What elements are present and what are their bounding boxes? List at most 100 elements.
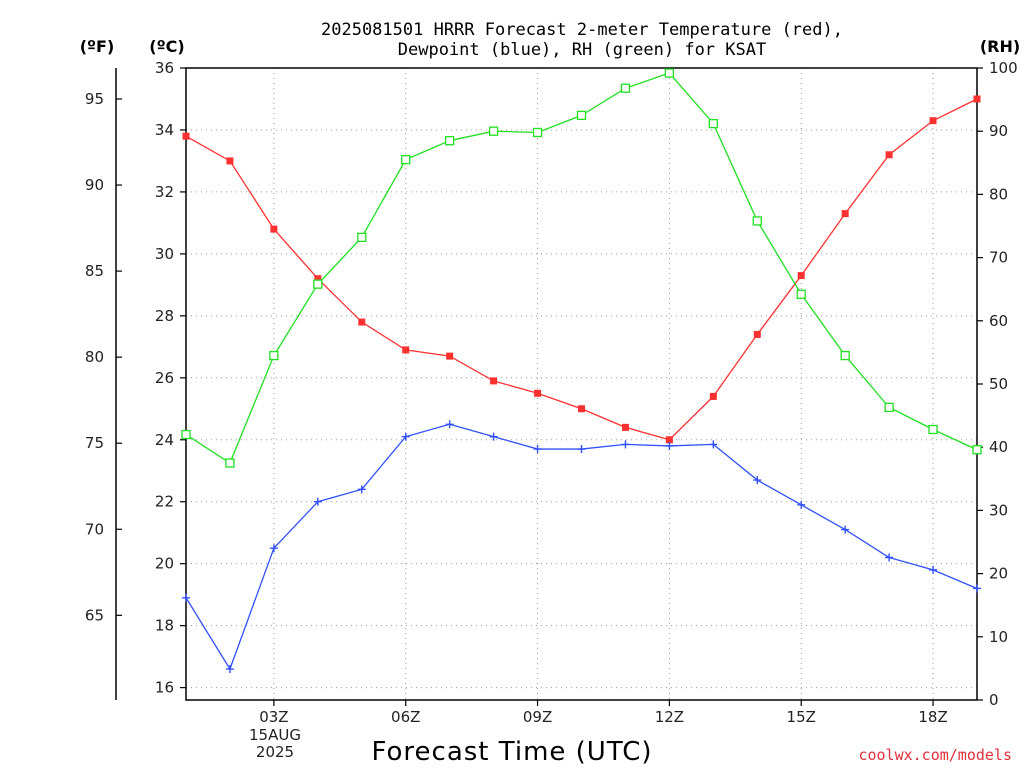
rh-point: [884, 402, 894, 413]
dewpoint-point: [797, 500, 806, 509]
fahrenheit-tick-label: 95: [85, 90, 104, 108]
dewpoint-point: [357, 485, 366, 494]
rh-point: [269, 350, 279, 361]
fahrenheit-tick-label: 70: [85, 520, 104, 538]
celsius-tick-label: 34: [155, 121, 174, 139]
dewpoint-point: [841, 525, 850, 534]
rh-tick-label: 100: [989, 59, 1018, 77]
dewpoint-point: [753, 476, 762, 485]
rh-point: [401, 154, 411, 165]
rh-tick-label: 30: [989, 501, 1008, 519]
celsius-tick-label: 26: [155, 369, 174, 387]
celsius-tick-label: 18: [155, 617, 174, 635]
temperature-point: [841, 210, 849, 218]
celsius-tick-label: 36: [155, 59, 174, 77]
chart-title-line1: 2025081501 HRRR Forecast 2-meter Tempera…: [321, 20, 843, 40]
grid-lines: [186, 68, 977, 700]
temperature-point: [182, 132, 190, 140]
fahrenheit-tick-label: 65: [85, 606, 104, 624]
chart-title-line2: Dewpoint (blue), RH (green) for KSAT: [398, 40, 766, 60]
rh-point: [357, 232, 367, 243]
temperature-point: [446, 352, 454, 360]
dewpoint-point: [445, 420, 454, 429]
x-tick-label: 15Z: [787, 708, 816, 726]
temperature-point: [973, 95, 981, 103]
date-label-day: 15AUG: [249, 726, 301, 744]
temperature-point: [885, 151, 893, 159]
dewpoint-point: [401, 432, 410, 441]
temperature-point: [929, 117, 937, 125]
temperature-point: [753, 330, 761, 338]
tick-labels: 16 18 20 22 24 26 28 30 32 34 36 65 70 75 80 85 90 95 0 10 2…: [85, 59, 1018, 726]
dewpoint-point: [709, 440, 718, 449]
rh-tick-label: 70: [989, 249, 1008, 267]
dewpoint-point: [489, 432, 498, 441]
temperature-point: [358, 318, 366, 326]
temperature-point: [534, 389, 542, 397]
temperature-point: [490, 377, 498, 385]
plot-frame: [185, 67, 978, 701]
rh-point: [225, 458, 235, 468]
fahrenheit-tick-label: 90: [85, 176, 104, 194]
rh-tick-label: 80: [989, 185, 1008, 203]
dewpoint-point: [665, 441, 674, 450]
date-label-year: 2025: [256, 743, 294, 761]
dewpoint-point: [973, 584, 981, 593]
watermark: coolwx.com/models: [858, 746, 1012, 764]
rh-point: [620, 83, 631, 93]
dewpoint-point: [533, 445, 542, 454]
celsius-tick-label: 22: [155, 493, 174, 511]
fahrenheit-tick-label: 75: [85, 434, 104, 452]
rh-point: [928, 424, 938, 435]
x-tick-label: 09Z: [523, 708, 552, 726]
celsius-tick-label: 24: [155, 431, 174, 449]
dewpoint-point: [313, 497, 322, 506]
rh-unit-label: (RH): [980, 37, 1020, 56]
rh-point: [664, 68, 675, 78]
rh-tick-label: 0: [989, 691, 999, 709]
axes: [115, 67, 978, 701]
temperature-point: [709, 392, 717, 400]
temperature-point: [402, 346, 410, 354]
x-axis-label: Forecast Time (UTC): [371, 737, 652, 767]
rh-point: [488, 126, 499, 136]
rh-tick-label: 40: [989, 438, 1008, 456]
rh-point: [708, 118, 718, 129]
rh-point: [313, 279, 323, 289]
fahrenheit-tick-label: 85: [85, 262, 104, 280]
dewpoint-point: [182, 593, 190, 602]
dewpoint-series: [182, 420, 981, 674]
dewpoint-point: [269, 544, 278, 553]
rh-point: [445, 136, 455, 146]
temperature-point: [621, 423, 629, 431]
x-tick-label: 03Z: [259, 708, 288, 726]
rh-point: [752, 216, 762, 226]
rh-point: [181, 429, 191, 440]
x-tick-label: 18Z: [918, 708, 947, 726]
rh-point: [796, 289, 806, 299]
temperature-point: [797, 272, 805, 280]
rh-point: [532, 127, 543, 138]
x-tick-label: 12Z: [655, 708, 684, 726]
rh-point: [840, 350, 850, 361]
data-series: [181, 68, 982, 674]
temperature-point: [578, 405, 585, 413]
rh-tick-label: 60: [989, 312, 1008, 330]
dewpoint-point: [577, 445, 586, 454]
celsius-unit-label: (ºC): [149, 37, 184, 56]
temperature-point: [270, 225, 278, 233]
rh-tick-label: 20: [989, 565, 1008, 583]
rh-series: [181, 68, 982, 468]
dewpoint-line: [185, 423, 978, 671]
celsius-tick-label: 28: [155, 307, 174, 325]
celsius-tick-label: 30: [155, 245, 174, 263]
temperature-point: [665, 436, 673, 444]
rh-tick-label: 90: [989, 122, 1008, 140]
rh-tick-label: 10: [989, 628, 1008, 646]
celsius-tick-label: 16: [155, 679, 174, 697]
temperature-series: [182, 95, 981, 444]
celsius-tick-label: 32: [155, 183, 174, 201]
x-tick-label: 06Z: [391, 708, 420, 726]
temperature-point: [314, 275, 322, 283]
